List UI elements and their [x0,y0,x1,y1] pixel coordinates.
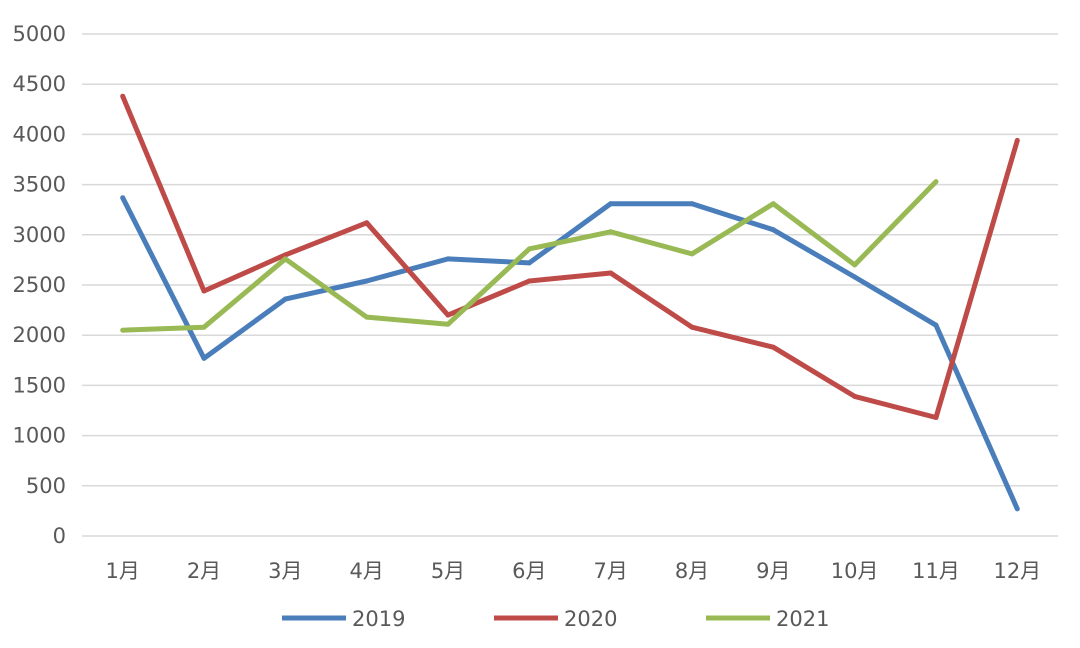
data-point-2019-3 [282,296,288,302]
data-point-2020-1 [120,93,126,99]
data-point-2021-10 [852,262,858,268]
data-point-2021-4 [364,314,370,320]
y-tick-label: 3000 [13,223,66,247]
data-point-2021-8 [689,251,695,257]
legend-label-2021: 2021 [776,607,829,631]
y-tick-label: 5000 [13,22,66,46]
data-point-2019-2 [201,355,207,361]
series-line-2020 [120,95,1020,420]
x-tick-label: 9月 [756,559,790,583]
data-point-2021-6 [526,246,532,252]
data-point-2019-11 [933,322,939,328]
legend-label-2019: 2019 [352,607,405,631]
data-point-2019-1 [120,195,126,201]
y-tick-label: 1500 [13,373,66,397]
x-tick-label: 12月 [993,559,1041,583]
data-point-2019-6 [526,260,532,266]
y-tick-label: 3500 [13,173,66,197]
data-point-2020-4 [364,220,370,226]
x-tick-label: 7月 [593,559,627,583]
gridlines [82,33,1058,537]
x-tick-label: 8月 [675,559,709,583]
data-point-2020-5 [445,312,451,318]
data-point-2020-12 [1014,137,1020,143]
y-tick-label: 2000 [13,323,66,347]
x-tick-label: 4月 [349,559,383,583]
data-point-2020-7 [608,270,614,276]
data-point-2021-9 [770,201,776,207]
legend: 2019 2020 2021 [282,607,829,631]
x-tick-label: 3月 [268,559,302,583]
x-tick-label: 10月 [831,559,879,583]
data-point-2019-8 [689,201,695,207]
x-tick-label: 6月 [512,559,546,583]
data-point-2020-8 [689,324,695,330]
x-tick-label: 2月 [187,559,221,583]
data-point-2021-5 [445,321,451,327]
series-lines [120,93,1020,512]
data-point-2019-7 [608,201,614,207]
x-tick-label: 1月 [105,559,139,583]
y-tick-label: 4000 [13,122,66,146]
data-point-2020-6 [526,278,532,284]
data-point-2021-7 [608,229,614,235]
data-point-2020-3 [282,252,288,258]
y-axis-tick-labels: 0 500 1000 1500 2000 2500 3000 3500 4000 4500 5000 [13,22,66,548]
y-tick-label: 4500 [13,72,66,96]
y-tick-label: 500 [26,474,66,498]
series-line-2019 [120,196,1020,510]
x-tick-label: 5月 [431,559,465,583]
data-point-2021-3 [282,256,288,262]
data-point-2019-10 [852,274,858,280]
data-point-2020-11 [933,415,939,420]
legend-label-2020: 2020 [564,607,617,631]
y-tick-label: 0 [53,524,66,548]
data-point-2019-12 [1014,506,1020,512]
data-point-2020-9 [770,344,776,350]
data-point-2019-5 [445,256,451,262]
data-point-2021-1 [120,327,126,333]
data-point-2020-2 [201,288,207,294]
x-tick-label: 11月 [912,559,960,583]
data-point-2021-2 [201,324,207,330]
y-tick-label: 2500 [13,273,66,297]
data-point-2021-11 [933,179,939,185]
data-point-2020-10 [852,393,858,399]
data-point-2019-4 [364,278,370,284]
x-axis-tick-labels: 1月 2月 3月 4月 5月 6月 7月 8月 9月 10月 11月 12月 [105,559,1041,583]
data-point-2019-9 [770,227,776,233]
y-tick-label: 1000 [13,424,66,448]
